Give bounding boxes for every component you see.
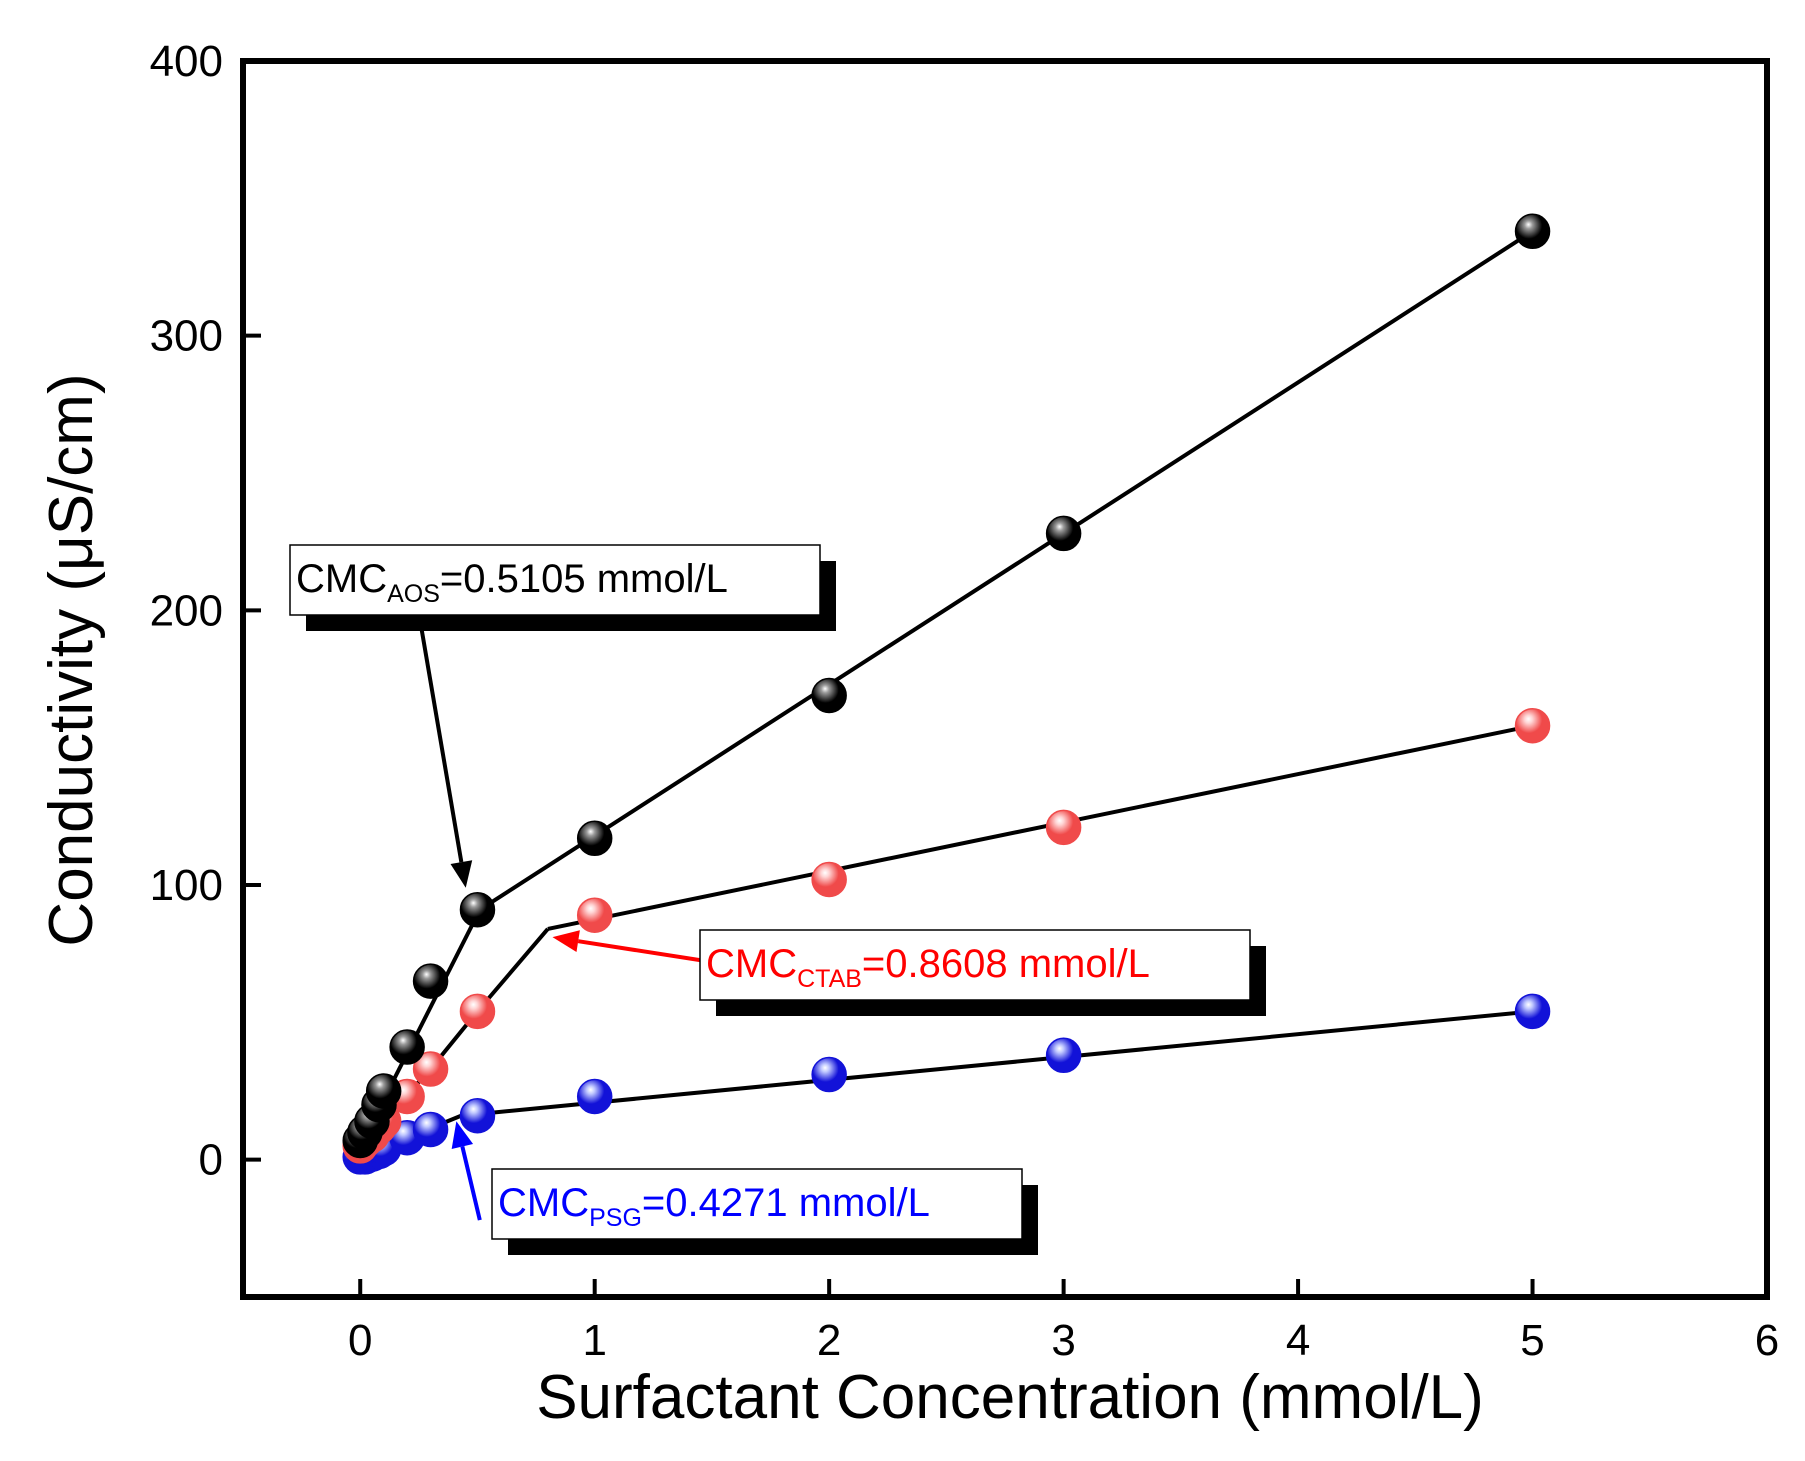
point-aos (365, 1073, 402, 1109)
annotation-label: CMCAOS=0.5105 mmol/L (296, 557, 728, 608)
fit-line-psg (460, 1009, 1533, 1118)
point-aos (389, 1029, 425, 1065)
annotation-arrow (416, 612, 464, 863)
annotation-value: =0.4271 mmol/L (642, 1181, 930, 1225)
point-aos (811, 677, 847, 714)
x-tick-label: 6 (1755, 1316, 1779, 1365)
fit-line-ctab (547, 723, 1533, 931)
x-tick-label: 0 (348, 1316, 372, 1365)
point-aos (1514, 213, 1551, 250)
annotation-ctab: CMCCTAB=0.8608 mmol/L (552, 929, 1266, 1016)
point-ctab (1514, 707, 1551, 744)
annotation-aos: CMCAOS=0.5105 mmol/L (289, 544, 836, 888)
x-tick-label: 1 (582, 1316, 606, 1365)
annotation-box (699, 929, 1251, 1001)
annotation-main: CMC (296, 557, 387, 601)
x-axis-title: Surfactant Concentration (mmol/L) (536, 1363, 1484, 1432)
x-axis-ticks: 0 1 2 3 4 5 6 (348, 1279, 1779, 1365)
x-tick-label: 4 (1286, 1316, 1310, 1365)
y-tick-label: 300 (150, 312, 223, 361)
y-tick-label: 0 (199, 1136, 223, 1185)
annotation-arrow (460, 1146, 482, 1221)
annotation-box (491, 1168, 1023, 1240)
point-psg (459, 1097, 496, 1134)
annotation-sub: CTAB (797, 965, 862, 993)
data-points (342, 213, 1551, 1175)
annotation-box (289, 544, 821, 616)
point-psg (412, 1111, 449, 1148)
point-psg (576, 1078, 613, 1115)
y-tick-label: 100 (150, 861, 223, 910)
point-psg (1045, 1037, 1082, 1074)
x-tick-label: 3 (1051, 1316, 1075, 1365)
point-ctab (412, 1051, 449, 1087)
plot-frame (240, 58, 1770, 1300)
point-ctab (1045, 809, 1082, 846)
fit-line-aos (478, 229, 1534, 912)
annotation-sub: AOS (387, 580, 440, 608)
y-tick-label: 400 (150, 37, 223, 86)
annotation-arrowhead (450, 860, 473, 888)
x-tick-label: 5 (1520, 1316, 1544, 1365)
y-axis-title: Conductivity (μS/cm) (37, 373, 106, 946)
annotation-label: CMCPSG=0.4271 mmol/L (498, 1181, 930, 1232)
annotation-label: CMCCTAB=0.8608 mmol/L (706, 942, 1150, 993)
annotation-arrowhead (552, 930, 580, 953)
point-psg (1514, 993, 1551, 1030)
annotation-value: =0.8608 mmol/L (862, 942, 1150, 986)
point-aos (412, 963, 449, 999)
point-aos (576, 820, 613, 857)
point-ctab (811, 861, 847, 898)
point-aos (1045, 515, 1082, 552)
annotation-value: =0.5105 mmol/L (440, 557, 728, 601)
annotation-psg: CMCPSG=0.4271 mmol/L (451, 1121, 1038, 1255)
x-tick-label: 2 (817, 1316, 841, 1365)
annotation-main: CMC (498, 1181, 589, 1225)
annotation-main: CMC (706, 942, 797, 986)
point-ctab (459, 993, 496, 1030)
annotation-arrowhead (451, 1121, 474, 1150)
y-tick-label: 200 (150, 586, 223, 635)
point-aos (459, 891, 496, 928)
point-ctab (576, 897, 613, 933)
fit-lines (358, 229, 1534, 1159)
annotation-sub: PSG (589, 1204, 642, 1232)
y-axis-ticks: 0 100 200 300 400 (150, 37, 261, 1185)
point-psg (811, 1056, 847, 1093)
